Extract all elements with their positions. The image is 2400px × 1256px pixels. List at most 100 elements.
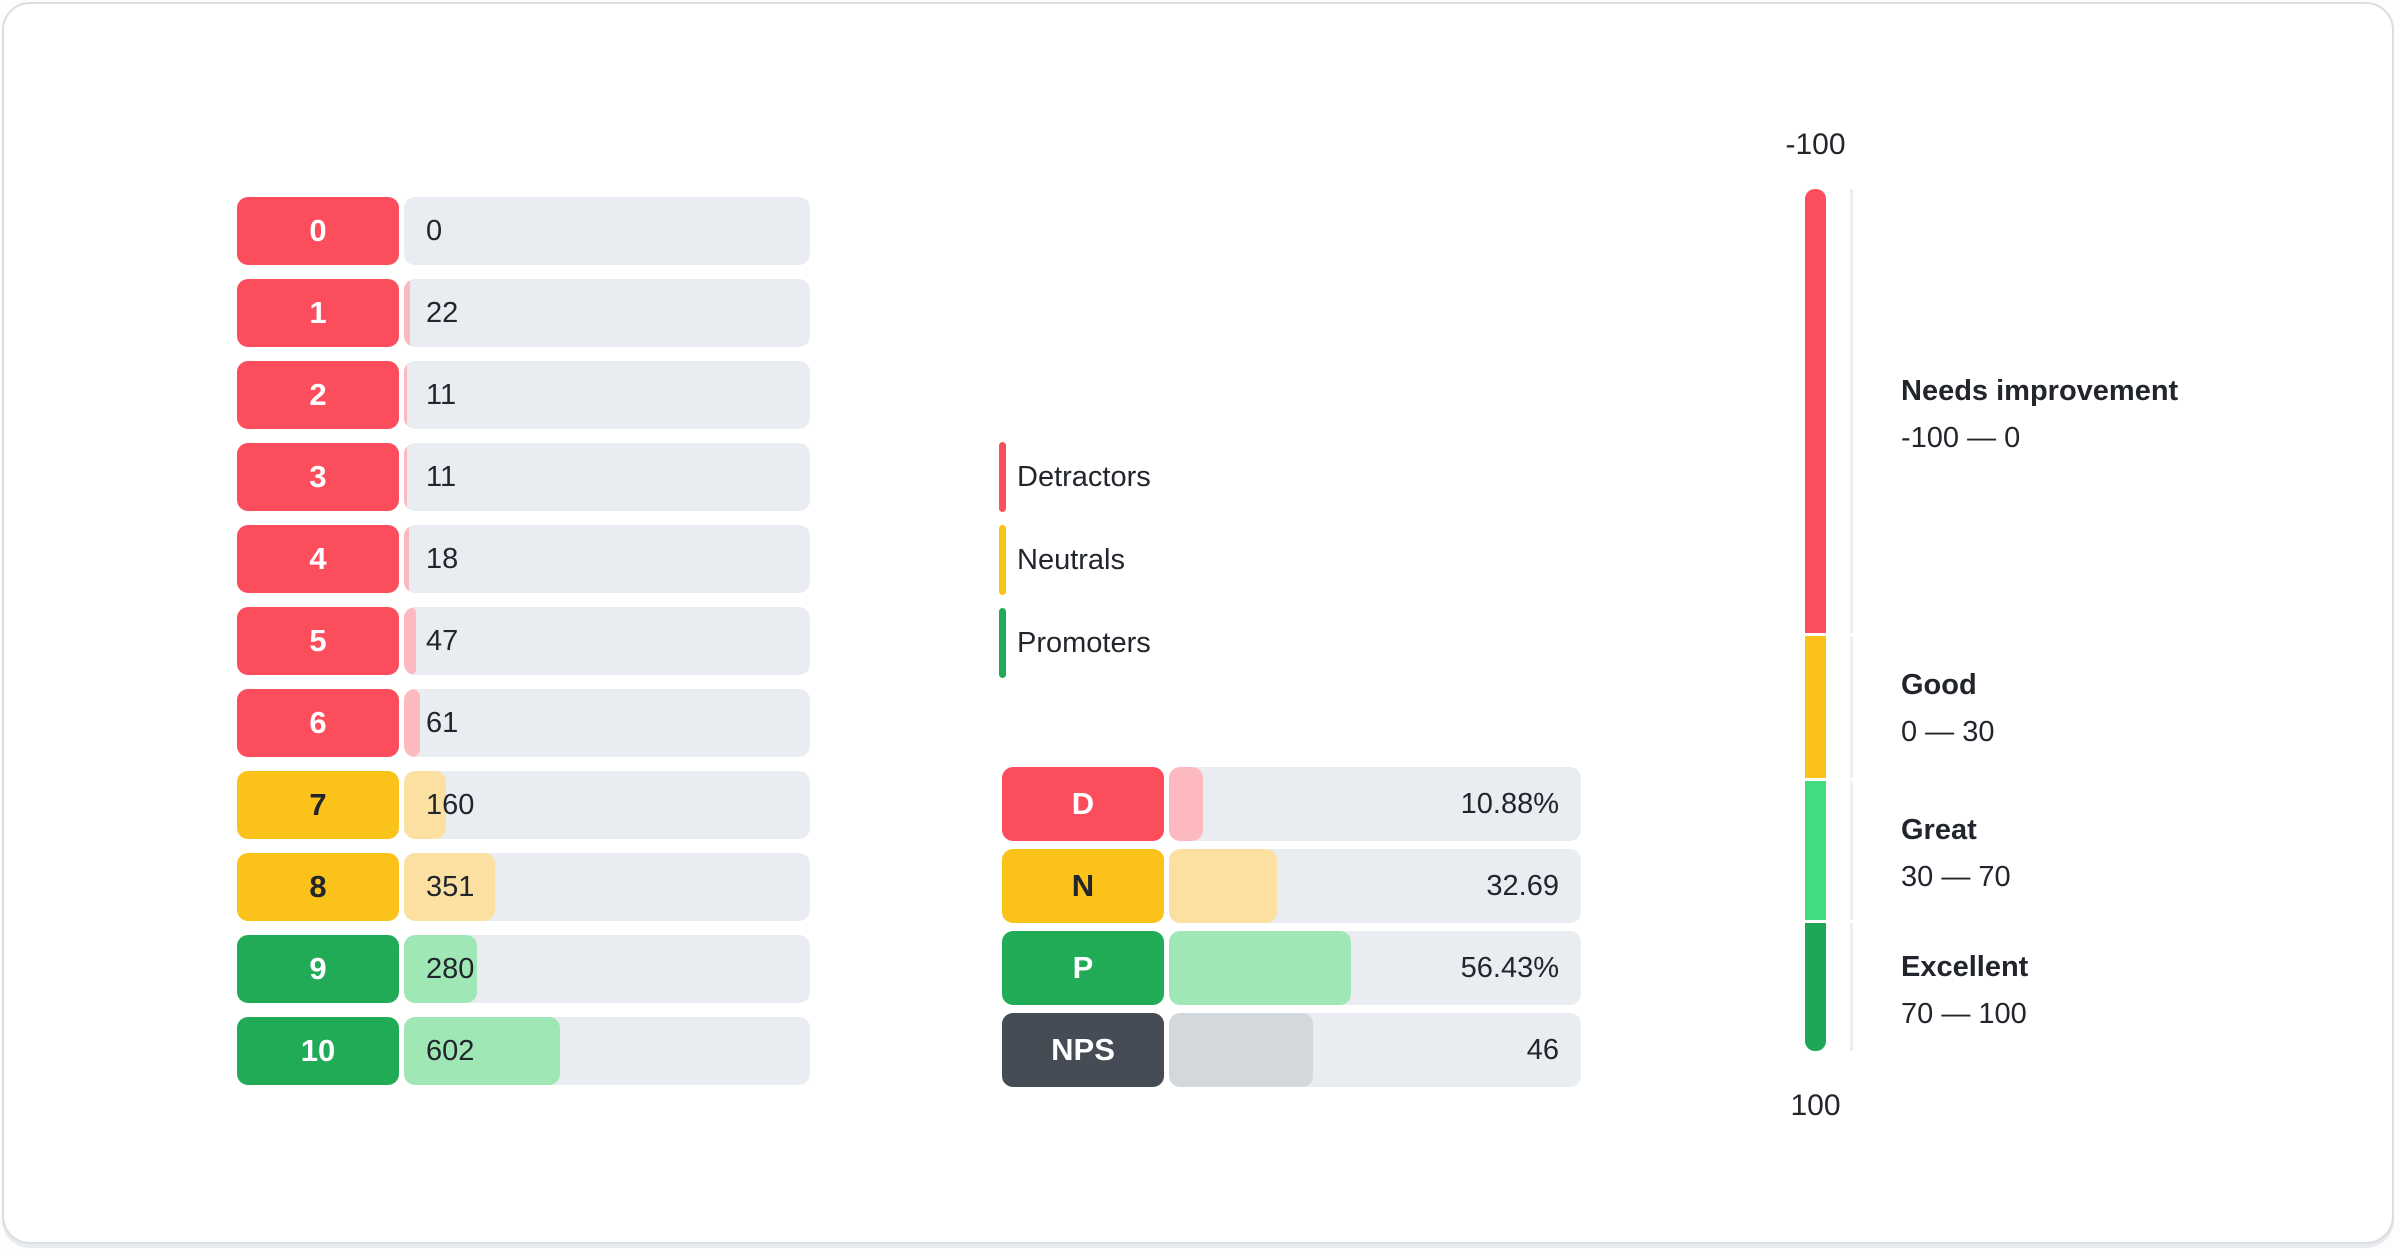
score-fill [404, 361, 407, 429]
score-track: 11 [404, 361, 810, 429]
summary-track: 32.69 [1169, 849, 1581, 923]
score-badge: 0 [237, 197, 399, 265]
score-row: 3 11 [237, 443, 810, 511]
score-badge: 10 [237, 1017, 399, 1085]
summary-value: 46 [1526, 1033, 1559, 1066]
score-badge: 1 [237, 279, 399, 347]
summary-row-detractors: D 10.88% [1002, 767, 1581, 841]
summary-value: 10.88% [1460, 787, 1559, 820]
score-track: 47 [404, 607, 810, 675]
summary-value: 32.69 [1486, 869, 1559, 902]
summary-row-promoters: P 56.43% [1002, 931, 1581, 1005]
zone-range: 30 — 70 [1901, 861, 2011, 893]
summary-track: 10.88% [1169, 767, 1581, 841]
score-track: 602 [404, 1017, 810, 1085]
summary-badge: NPS [1002, 1013, 1164, 1087]
score-fill [404, 935, 477, 1003]
zone-title: Excellent [1901, 951, 2029, 983]
score-count: 47 [426, 624, 459, 657]
gauge-zone-needs-improvement: Needs improvement -100 — 0 [1901, 373, 2178, 456]
detractors-color-tick-icon [999, 442, 1006, 512]
summary-value: 56.43% [1460, 951, 1559, 984]
legend-item-promoters: Promoters [999, 608, 1151, 678]
gauge-axis-line [1850, 189, 1853, 1051]
gauge-min-label: 100 [1790, 1089, 1841, 1122]
score-fill [404, 607, 416, 675]
score-track: 160 [404, 771, 810, 839]
gauge-zone-good: Good 0 — 30 [1901, 667, 1995, 750]
score-track: 18 [404, 525, 810, 593]
legend-item-detractors: Detractors [999, 442, 1151, 512]
summary-badge: P [1002, 931, 1164, 1005]
summary-fill [1169, 849, 1277, 923]
score-row: 9 280 [237, 935, 810, 1003]
summary-fill [1169, 767, 1203, 841]
summary-fill [1169, 1013, 1313, 1087]
score-track: 351 [404, 853, 810, 921]
zone-range: -100 — 0 [1901, 422, 2021, 454]
summary-badge: D [1002, 767, 1164, 841]
gauge-bar [1805, 189, 1826, 1051]
gauge-segment-excellent [1805, 923, 1826, 1051]
score-count: 22 [426, 296, 459, 329]
zone-title: Needs improvement [1901, 375, 2179, 407]
score-row: 7 160 [237, 771, 810, 839]
score-count: 0 [426, 214, 443, 247]
score-count: 11 [426, 460, 457, 493]
score-badge: 9 [237, 935, 399, 1003]
score-track: 11 [404, 443, 810, 511]
score-count: 11 [426, 378, 457, 411]
score-count: 602 [426, 1034, 475, 1067]
score-count: 351 [426, 870, 475, 903]
score-fill [404, 689, 420, 757]
score-row: 6 61 [237, 689, 810, 757]
score-badge: 5 [237, 607, 399, 675]
gauge-segment-good [1805, 636, 1826, 778]
score-badge: 4 [237, 525, 399, 593]
score-fill [404, 443, 407, 511]
gauge-segment-great [1805, 781, 1826, 920]
summary-fill [1169, 931, 1351, 1005]
score-fill [404, 1017, 560, 1085]
gauge-segment-needs-improvement [1805, 189, 1826, 633]
score-count: 280 [426, 952, 475, 985]
nps-summary-chart: D 10.88% N 32.69 P 56.43% [1002, 767, 1581, 1087]
score-badge: 8 [237, 853, 399, 921]
zone-title: Good [1901, 669, 1977, 701]
score-row: 10 602 [237, 1017, 810, 1085]
gauge-zone-excellent: Excellent 70 — 100 [1901, 949, 2028, 1032]
zone-range: 0 — 30 [1901, 716, 1995, 748]
score-row: 1 22 [237, 279, 810, 347]
score-fill [404, 771, 446, 839]
summary-row-nps: NPS 46 [1002, 1013, 1581, 1087]
score-row: 2 11 [237, 361, 810, 429]
summary-track: 46 [1169, 1013, 1581, 1087]
score-track: 22 [404, 279, 810, 347]
legend-label: Promoters [1017, 626, 1151, 659]
score-badge: 2 [237, 361, 399, 429]
score-count: 160 [426, 788, 475, 821]
neutrals-color-tick-icon [999, 525, 1006, 595]
score-fill [404, 279, 410, 347]
summary-badge: N [1002, 849, 1164, 923]
promoters-color-tick-icon [999, 608, 1006, 678]
score-fill [404, 853, 495, 921]
score-fill [404, 525, 409, 593]
legend-label: Neutrals [1017, 543, 1125, 576]
score-track: 61 [404, 689, 810, 757]
zone-title: Great [1901, 814, 1977, 846]
score-count: 18 [426, 542, 459, 575]
score-count: 61 [426, 706, 459, 739]
score-badge: 6 [237, 689, 399, 757]
score-row: 0 0 [237, 197, 810, 265]
score-row: 8 351 [237, 853, 810, 921]
legend-item-neutrals: Neutrals [999, 525, 1151, 595]
score-badge: 3 [237, 443, 399, 511]
gauge-zone-great: Great 30 — 70 [1901, 812, 2011, 895]
zone-range: 70 — 100 [1901, 998, 2027, 1030]
legend: Detractors Neutrals Promoters [999, 442, 1151, 678]
legend-label: Detractors [1017, 460, 1151, 493]
score-track: 280 [404, 935, 810, 1003]
